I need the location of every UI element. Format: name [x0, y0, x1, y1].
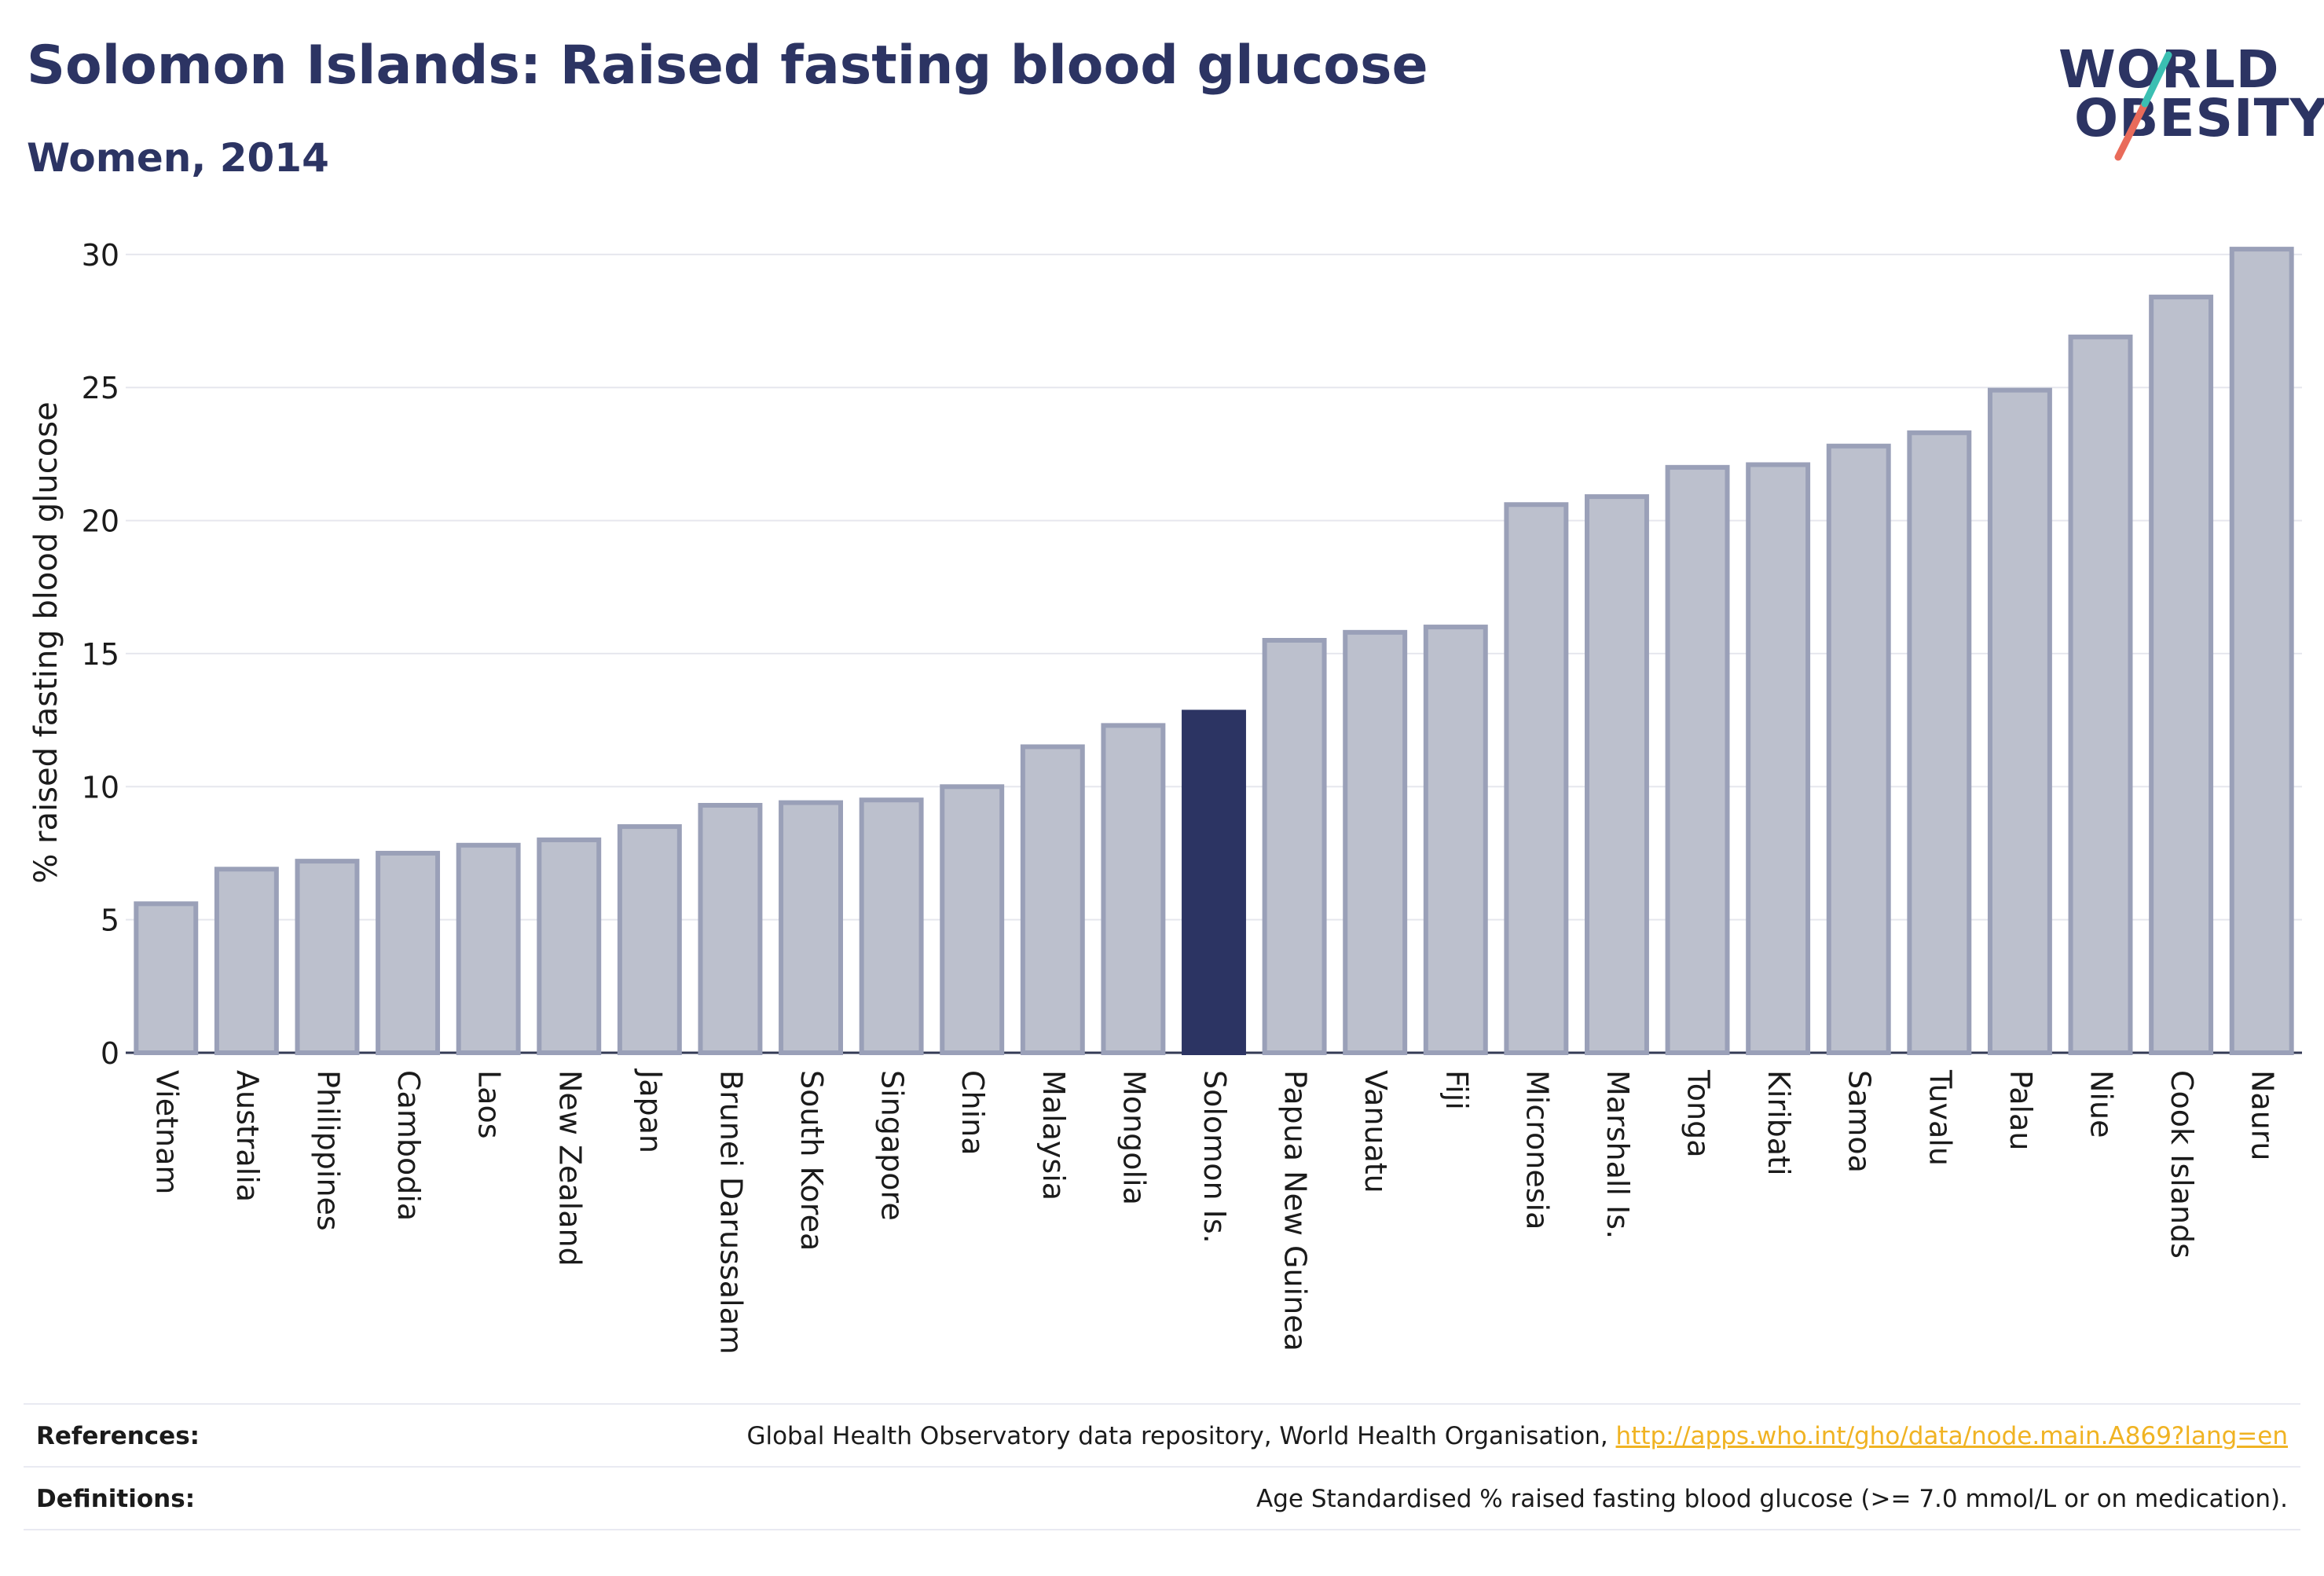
x-tick-label: Papua New Guinea	[1278, 1070, 1313, 1351]
bar-vietnam	[134, 901, 199, 1055]
bar-nauru	[2229, 247, 2294, 1055]
x-tick-label: Vietnam	[149, 1070, 184, 1194]
x-tick-label: Niue	[2084, 1070, 2119, 1138]
x-tick-label: Japan	[633, 1068, 668, 1153]
x-tick-label: Samoa	[1842, 1070, 1877, 1173]
bar-tonga	[1665, 464, 1730, 1056]
x-tick-label: China	[955, 1070, 990, 1156]
x-tick-label: Solomon Is.	[1197, 1070, 1232, 1244]
bar-tuvalu	[1907, 430, 1972, 1055]
bar-niue	[2068, 334, 2133, 1055]
definitions-row: Definitions: Age Standardised % raised f…	[24, 1466, 2300, 1530]
bar-australia	[214, 867, 279, 1056]
chart-title: Solomon Islands: Raised fasting blood gl…	[27, 35, 1428, 97]
x-tick-label: Singapore	[875, 1070, 910, 1221]
footer-bottom-rule	[24, 1529, 2300, 1530]
x-tick-label: Tuvalu	[1923, 1069, 1957, 1166]
bar-kiribati	[1746, 462, 1811, 1055]
logo-slash-icon	[2114, 51, 2172, 161]
bar-japan	[617, 824, 682, 1056]
world-obesity-logo: WORLD OBESITY	[2043, 31, 2324, 165]
x-tick-label: Mongolia	[1116, 1070, 1151, 1205]
x-tick-label: Nauru	[2245, 1070, 2280, 1161]
bar-chart: 0 5 10 15 20 25 30 Vietnam Australia Philippines…	[28, 238, 2302, 1354]
logo-line-2: OBESITY	[2074, 88, 2324, 148]
x-tick-label: Palau	[2003, 1070, 2038, 1150]
bar-south-korea	[779, 800, 843, 1055]
x-tick-label: Cook Islands	[2165, 1070, 2199, 1259]
x-tick-label: Fiji	[1439, 1070, 1474, 1110]
bar-cook-islands	[2149, 295, 2214, 1055]
bar-china	[940, 784, 1005, 1056]
x-tick-label: Tonga	[1681, 1069, 1716, 1158]
x-tick-label: Australia	[230, 1070, 265, 1202]
x-tick-label: New Zealand	[552, 1070, 587, 1266]
bar-micronesia	[1504, 502, 1569, 1055]
y-axis-label: % raised fasting blood glucose	[28, 401, 64, 883]
x-tick-label: South Korea	[794, 1070, 829, 1251]
references-row: References: Global Health Observatory da…	[24, 1403, 2300, 1468]
definitions-text: Age Standardised % raised fasting blood …	[1256, 1485, 2288, 1513]
x-tick-label: Brunei Darussalam	[713, 1070, 748, 1354]
y-tick-label: 25	[82, 371, 119, 405]
definitions-label: Definitions:	[36, 1485, 196, 1513]
x-tick-label: Cambodia	[391, 1070, 426, 1221]
x-tick-label: Malaysia	[1036, 1070, 1071, 1200]
bar-malaysia	[1020, 744, 1085, 1056]
x-tick-label: Philippines	[310, 1070, 345, 1231]
y-tick-label: 15	[82, 637, 119, 672]
y-tick-label: 20	[82, 504, 119, 539]
bar-papua-new-guinea	[1262, 638, 1327, 1055]
bar-singapore	[859, 797, 924, 1056]
references-text: Global Health Observatory data repositor…	[746, 1422, 1608, 1450]
x-tick-label: Marshall Is.	[1600, 1070, 1635, 1239]
bar-new-zealand	[537, 837, 602, 1056]
x-tick-label: Laos	[472, 1070, 507, 1139]
references-label: References:	[36, 1422, 200, 1450]
bar-fiji	[1423, 625, 1488, 1055]
chart-subtitle: Women, 2014	[27, 135, 329, 181]
bar-vanuatu	[1343, 629, 1408, 1055]
bar-samoa	[1826, 443, 1891, 1055]
bar-palau	[1987, 387, 2052, 1055]
bar-laos	[456, 842, 521, 1055]
bar-marshall-is	[1585, 494, 1649, 1055]
x-tick-label: Kiribati	[1761, 1070, 1796, 1176]
bar-brunei-darussalam	[698, 803, 763, 1055]
y-tick-label: 30	[82, 238, 119, 273]
logo-line-1: WORLD	[2058, 39, 2280, 100]
y-tick-label: 5	[101, 903, 119, 938]
x-tick-label: Vanuatu	[1358, 1070, 1393, 1193]
bar-mongolia	[1101, 723, 1166, 1055]
y-tick-label: 0	[101, 1036, 119, 1071]
references-link[interactable]: http://apps.who.int/gho/data/node.main.A…	[1615, 1422, 2288, 1450]
bar-cambodia	[376, 850, 441, 1055]
y-tick-label: 10	[82, 770, 119, 804]
x-tick-label: Micronesia	[1519, 1070, 1554, 1230]
bar-philippines	[295, 859, 360, 1055]
bar-solomon-is	[1182, 709, 1246, 1055]
